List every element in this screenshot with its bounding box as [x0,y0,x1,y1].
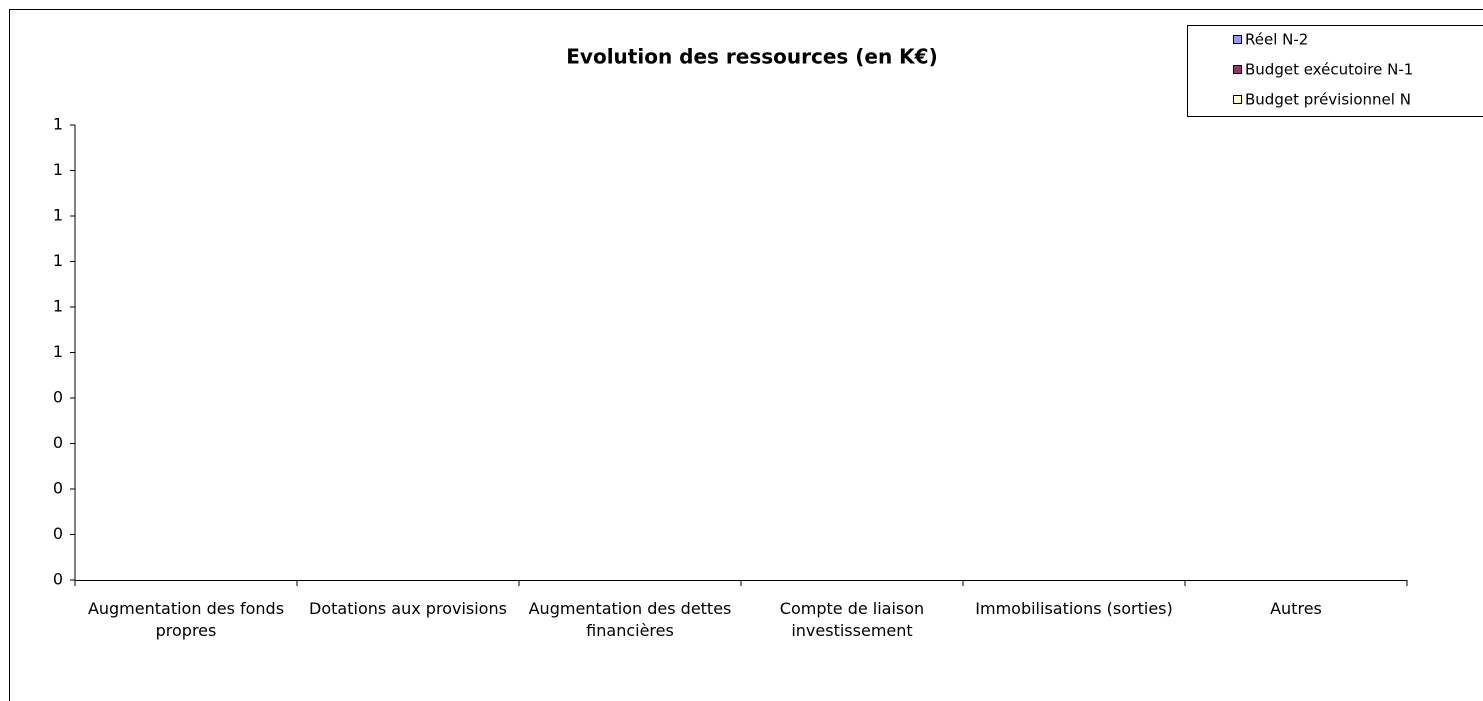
x-tick-label: Compte de liaison investissement [779,599,925,640]
chart-frame [9,9,1483,701]
x-tick-label: Autres [1270,599,1322,618]
legend-swatch [1233,65,1242,74]
x-tick-label: Augmentation des dettes financières [528,599,732,640]
x-tick-label-box: Autres [1270,599,1322,618]
y-tick-label: 0 [53,570,63,589]
y-tick-label: 1 [53,115,63,134]
legend-label: Budget exécutoire N-1 [1245,61,1413,79]
y-tick-label: 1 [53,251,63,270]
y-tick-label: 0 [53,524,63,543]
y-tick-label: 0 [53,479,63,498]
y-tick-label: 1 [53,160,63,179]
x-tick-label-box: Dotations aux provisions [309,599,507,618]
chart-title: Evolution des ressources (en K€) [566,45,937,69]
x-tick-label: Dotations aux provisions [309,599,507,618]
y-tick-label: 0 [53,388,63,407]
legend-swatch [1233,95,1242,104]
x-tick-label-box: Augmentation des fonds propres [87,599,285,640]
y-tick-label: 1 [53,206,63,225]
y-tick-label: 1 [53,297,63,316]
legend-swatch [1233,35,1242,44]
legend-label: Réel N-2 [1245,31,1308,49]
x-tick-label: Augmentation des fonds propres [87,599,285,640]
y-tick-label: 1 [53,342,63,361]
x-tick-label-box: Immobilisations (sorties) [975,599,1173,618]
x-tick-label-box: Augmentation des dettes financières [528,599,732,640]
x-tick-label-box: Compte de liaison investissement [779,599,925,640]
legend-label: Budget prévisionnel N [1245,91,1411,109]
y-tick-label: 0 [53,433,63,452]
x-tick-label: Immobilisations (sorties) [975,599,1173,618]
